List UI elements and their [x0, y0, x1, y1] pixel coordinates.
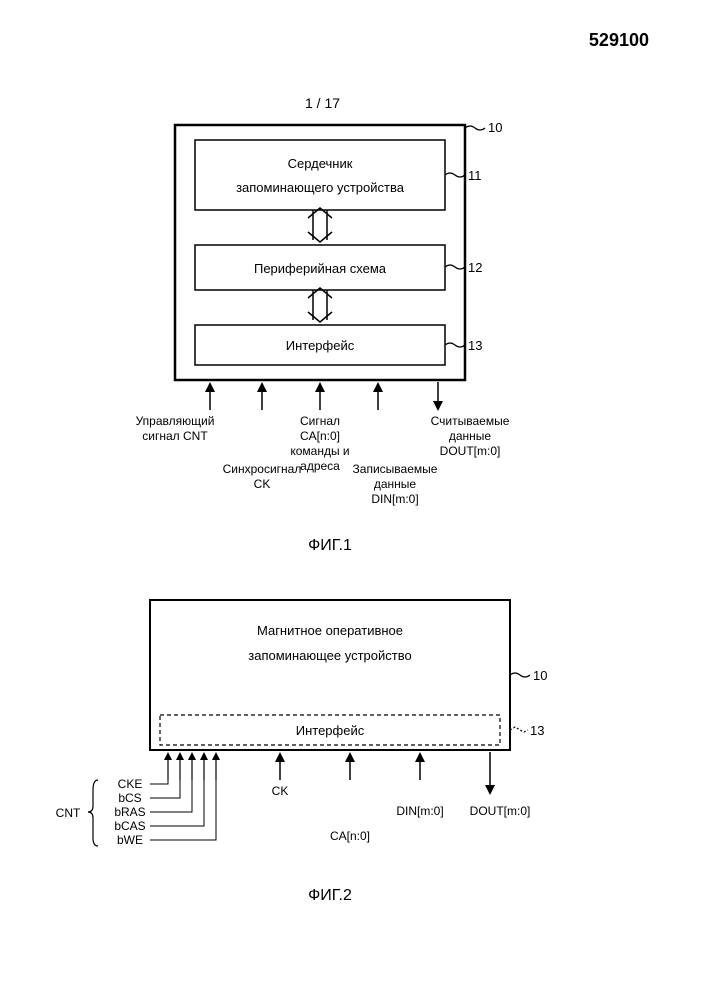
fig1-label-dout-2: данные	[449, 429, 492, 443]
fig1-label-din-1: Записываемые	[353, 462, 438, 476]
fig1-arrow-dout	[433, 382, 443, 411]
fig1-label-ca-1: Сигнал	[300, 414, 340, 428]
ref-12: 12	[468, 260, 482, 275]
fig1-label-ca-4: адреса	[300, 459, 340, 473]
fig1-arrow-cnt	[205, 382, 215, 410]
figure-2: Магнитное оперативное запоминающее устро…	[0, 580, 709, 980]
fig2-caption: ФИГ.2	[308, 887, 352, 904]
ref-lead-11	[445, 173, 465, 177]
double-arrow-1	[308, 208, 332, 242]
fig1-label-din-3: DIN[m:0]	[371, 492, 418, 506]
fig2-label-ck: CK	[272, 784, 289, 798]
double-arrow-2	[308, 288, 332, 322]
fig1-arrow-din	[373, 382, 383, 410]
fig2-label-ca: CA[n:0]	[330, 829, 370, 843]
ref-13: 13	[468, 338, 482, 353]
fig1-caption: ФИГ.1	[308, 537, 352, 554]
ref-lead-12	[445, 265, 465, 269]
page-fraction: 1 / 17	[305, 95, 340, 111]
fig2-cnt-brace	[88, 780, 98, 846]
fig2-ref-10: 10	[533, 668, 547, 683]
fig1-label-ck-2: CK	[254, 477, 271, 491]
figure-1: 10 Сердечник запоминающего устройства 11…	[0, 110, 709, 580]
fig1-label-cnt-2: сигнал CNT	[142, 429, 208, 443]
fig2-arrow-ca	[345, 752, 355, 780]
fig1-arrow-ca	[315, 382, 325, 410]
fig1-label-din-2: данные	[374, 477, 417, 491]
ref-11: 11	[468, 168, 482, 183]
fig1-label-ck-1: Синхросигнал	[223, 462, 302, 476]
fig1-block-1-line1: Сердечник	[288, 156, 353, 171]
fig2-cnt-label: CNT	[56, 806, 81, 820]
fig2-interface-text: Интерфейс	[296, 723, 365, 738]
fig2-ref-13: 13	[530, 723, 544, 738]
fig2-arrow-dout	[485, 752, 495, 795]
fig1-label-dout-3: DOUT[m:0]	[440, 444, 501, 458]
fig1-block-1	[195, 140, 445, 210]
fig2-main-line1: Магнитное оперативное	[257, 623, 403, 638]
fig1-label-ca-2: CA[n:0]	[300, 429, 340, 443]
fig2-ref-lead-10	[510, 673, 530, 677]
fig1-label-ca-3: команды и	[290, 444, 349, 458]
fig2-label-dout: DOUT[m:0]	[470, 804, 531, 818]
fig1-block-2-line1: Периферийная схема	[254, 261, 387, 276]
fig2-cnt-sig-4: bWE	[117, 833, 143, 847]
fig2-main-line2: запоминающее устройство	[248, 648, 411, 663]
fig2-arrow-ck	[275, 752, 285, 780]
fig1-label-cnt-1: Управляющий	[136, 414, 215, 428]
fig2-cnt-sig-0: CKE	[118, 777, 143, 791]
fig2-cnt-sig-1: bCS	[118, 791, 141, 805]
fig2-cnt-sig-2: bRAS	[114, 805, 145, 819]
fig1-label-dout-1: Считываемые	[431, 414, 510, 428]
ref-lead-13	[445, 343, 465, 347]
fig2-ref-lead-13	[510, 727, 528, 732]
ref-10: 10	[488, 120, 502, 135]
fig2-label-din: DIN[m:0]	[396, 804, 443, 818]
fig2-arrow-din	[415, 752, 425, 780]
fig1-block-3-line1: Интерфейс	[286, 338, 355, 353]
ref-lead-10	[465, 126, 485, 130]
fig2-cnt-arrows	[150, 752, 220, 840]
fig1-block-1-line2: запоминающего устройства	[236, 180, 405, 195]
page-id: 529100	[589, 30, 649, 51]
fig1-arrow-ck	[257, 382, 267, 410]
fig2-cnt-sig-3: bCAS	[114, 819, 145, 833]
